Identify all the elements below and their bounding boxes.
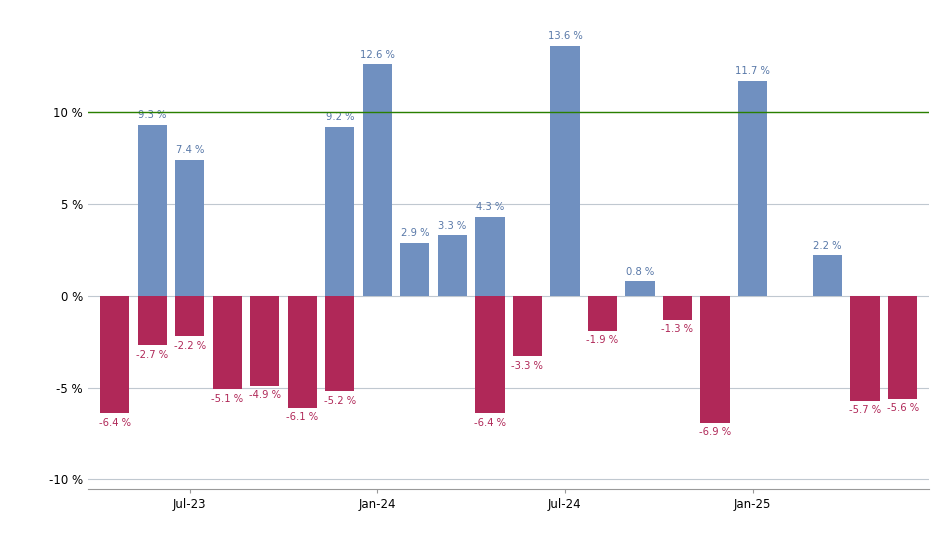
Text: 2.2 %: 2.2 % xyxy=(813,241,842,251)
Bar xyxy=(100,296,130,414)
Bar xyxy=(212,296,242,389)
Bar xyxy=(400,243,430,296)
Text: -6.4 %: -6.4 % xyxy=(99,418,131,428)
Text: 0.8 %: 0.8 % xyxy=(626,267,654,277)
Text: -1.3 %: -1.3 % xyxy=(662,324,694,334)
Bar xyxy=(288,296,317,408)
Bar xyxy=(250,296,279,386)
Text: 12.6 %: 12.6 % xyxy=(360,50,395,60)
Bar xyxy=(738,81,767,296)
Bar xyxy=(700,296,729,422)
Text: -5.6 %: -5.6 % xyxy=(886,403,918,413)
Text: 9.3 %: 9.3 % xyxy=(138,111,166,120)
Text: 4.3 %: 4.3 % xyxy=(476,202,504,212)
Text: 3.3 %: 3.3 % xyxy=(438,221,466,230)
Text: -5.7 %: -5.7 % xyxy=(849,405,881,415)
Text: -6.4 %: -6.4 % xyxy=(474,418,506,428)
Bar xyxy=(175,160,204,296)
Bar xyxy=(476,217,505,296)
Text: -4.9 %: -4.9 % xyxy=(249,390,281,400)
Bar xyxy=(325,296,354,391)
Bar xyxy=(438,235,467,296)
Bar xyxy=(137,296,166,345)
Text: -6.1 %: -6.1 % xyxy=(286,412,319,422)
Bar xyxy=(625,281,654,296)
Bar xyxy=(363,64,392,296)
Bar xyxy=(888,296,917,399)
Text: 2.9 %: 2.9 % xyxy=(400,228,429,238)
Text: 7.4 %: 7.4 % xyxy=(176,145,204,155)
Bar xyxy=(512,296,542,356)
Text: 13.6 %: 13.6 % xyxy=(547,31,582,41)
Text: -5.2 %: -5.2 % xyxy=(323,396,356,406)
Bar xyxy=(137,125,166,296)
Bar xyxy=(175,296,204,336)
Text: -6.9 %: -6.9 % xyxy=(699,427,731,437)
Text: -5.1 %: -5.1 % xyxy=(212,394,243,404)
Bar xyxy=(813,255,842,296)
Text: -2.7 %: -2.7 % xyxy=(136,350,168,360)
Bar xyxy=(476,296,505,414)
Bar xyxy=(663,296,692,320)
Bar xyxy=(588,296,617,331)
Text: 9.2 %: 9.2 % xyxy=(325,112,354,122)
Bar xyxy=(325,127,354,296)
Text: -3.3 %: -3.3 % xyxy=(511,361,543,371)
Bar xyxy=(851,296,880,400)
Text: -2.2 %: -2.2 % xyxy=(174,341,206,351)
Bar xyxy=(550,46,580,296)
Text: -1.9 %: -1.9 % xyxy=(587,336,619,345)
Text: 11.7 %: 11.7 % xyxy=(735,67,770,76)
